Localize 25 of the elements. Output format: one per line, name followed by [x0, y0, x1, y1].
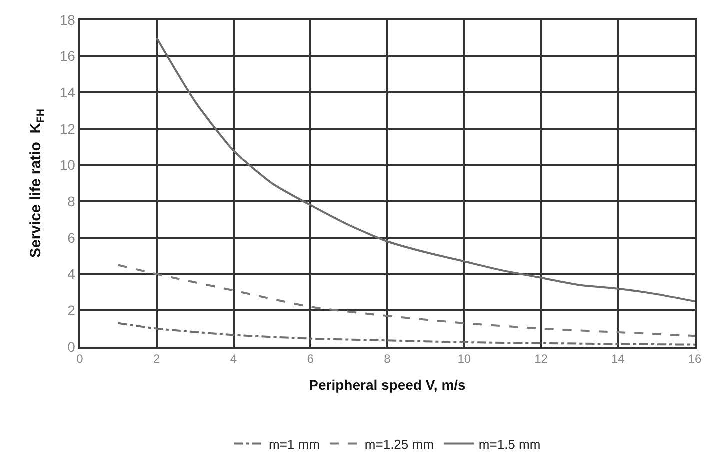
- legend-label: m=1.25 mm: [364, 436, 434, 452]
- y-tick-label: 12: [60, 120, 76, 137]
- x-tick-label: 10: [458, 352, 472, 366]
- x-tick-label: 14: [611, 352, 626, 366]
- y-tick-label: 0: [68, 338, 76, 355]
- x-tick-label: 2: [154, 352, 161, 366]
- line-series: [117, 264, 695, 338]
- legend-label: m=1.5 mm: [478, 436, 541, 452]
- x-tick-label: 8: [384, 352, 392, 366]
- y-tick-label: 2: [68, 302, 76, 319]
- x-tick-label: 12: [534, 352, 548, 366]
- y-tick-label: 6: [68, 230, 76, 246]
- x-tick-label: 6: [307, 352, 314, 366]
- line-series: [117, 322, 695, 346]
- legend-label: m=1 mm: [269, 436, 320, 452]
- y-tick-label: 4: [68, 266, 76, 282]
- y-tick-label: 14: [60, 84, 76, 101]
- x-axis-title: Peripheral speed V, m/s: [309, 376, 466, 393]
- line-series: [156, 37, 695, 303]
- y-tick-label: 18: [60, 12, 76, 28]
- y-tick-label: 16: [60, 48, 76, 64]
- y-tick-label: 10: [60, 157, 76, 174]
- x-tick-label: 4: [230, 352, 238, 366]
- y-tick-label: 8: [68, 194, 76, 210]
- x-tick-label: 16: [688, 352, 702, 366]
